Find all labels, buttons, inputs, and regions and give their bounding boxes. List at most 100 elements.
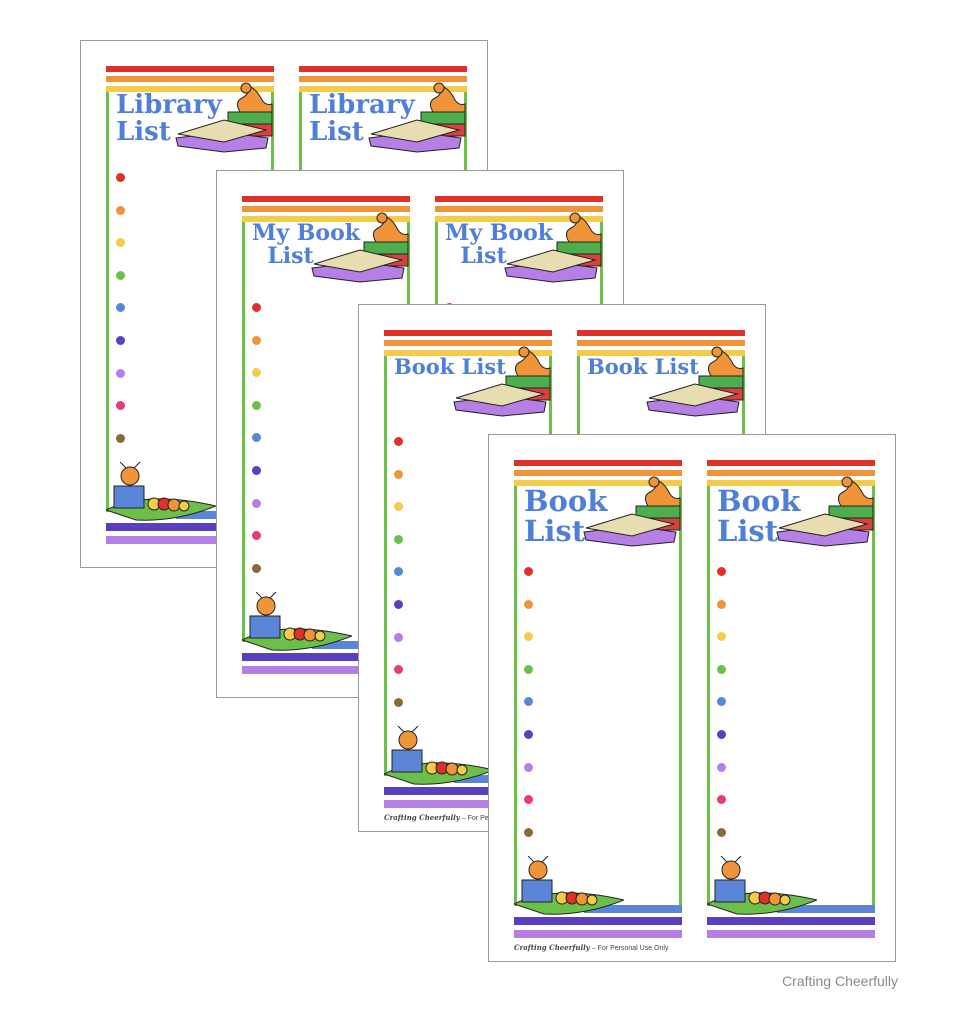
list-bullet (524, 730, 533, 739)
stripe-red (435, 196, 603, 202)
list-bullet (717, 599, 726, 609)
stripe-lavender (384, 800, 552, 808)
list-bullet (116, 433, 125, 443)
list-bullet (116, 205, 125, 215)
bookmark: Book List (512, 460, 682, 938)
list-bullet (524, 827, 533, 837)
stripe-indigo (384, 787, 552, 795)
bookmark: Library List (104, 66, 274, 544)
stripe-yellow (577, 350, 745, 356)
stripe-orange (299, 76, 467, 82)
border-left (707, 486, 710, 906)
list-bullet (252, 368, 261, 378)
list-bullet (524, 664, 533, 674)
stripe-red (242, 196, 410, 202)
list-bullet (717, 567, 726, 576)
footer-brand: Crafting Cheerfully (384, 813, 460, 822)
list-bullet (717, 697, 726, 707)
list-bullet (524, 632, 533, 642)
stripe-blue (777, 905, 875, 913)
bookmark-title: Book List (587, 354, 699, 379)
book-stack-icon (310, 206, 410, 289)
bookworm-reading-icon (240, 591, 354, 657)
footer: Crafting Cheerfully – For Personal L (384, 813, 514, 822)
list-bullet (252, 433, 261, 443)
border-left (242, 222, 245, 642)
list-bullet (717, 762, 726, 772)
watermark: Crafting Cheerfully (782, 973, 898, 989)
list-bullet (252, 335, 261, 345)
stripe-yellow (707, 480, 875, 486)
list-bullet (717, 795, 726, 805)
list-bullet (252, 563, 261, 573)
book-stack-icon (367, 76, 467, 159)
bookworm-reading-icon (104, 461, 218, 527)
stripe-yellow (242, 216, 410, 222)
list-bullet (116, 368, 125, 378)
stripe-blue (584, 905, 682, 913)
stripe-lavender (707, 930, 875, 938)
footer-text: – For Personal L (459, 815, 514, 822)
border-left (384, 356, 387, 776)
bookmark-title: Book List (394, 354, 506, 379)
stripe-indigo (707, 917, 875, 925)
list-bullet (252, 303, 261, 312)
list-bullet (116, 303, 125, 313)
list-bullet (717, 632, 726, 642)
list-bullet (394, 665, 403, 675)
list-bullet (394, 600, 403, 609)
stripe-yellow (384, 350, 552, 356)
list-bullet (252, 400, 261, 410)
bookmark-title: Library List (309, 90, 415, 148)
stripe-orange (514, 470, 682, 476)
book-stack-icon (775, 470, 875, 553)
bookmark-title: Library List (116, 90, 222, 148)
footer-text: – For Personal Use Only (589, 945, 669, 952)
list-bullet (394, 502, 403, 512)
stripe-yellow (435, 216, 603, 222)
stripe-indigo (514, 917, 682, 925)
list-bullet (524, 567, 533, 576)
stripe-orange (242, 206, 410, 212)
list-bullet (252, 498, 261, 508)
stripe-orange (435, 206, 603, 212)
bookworm-reading-icon (382, 725, 496, 791)
list-bullet (524, 762, 533, 772)
list-bullet (717, 827, 726, 837)
stripe-red (514, 460, 682, 466)
list-bullet (717, 730, 726, 739)
bookworm-reading-icon (512, 855, 626, 921)
list-bullet (524, 599, 533, 609)
stripe-red (106, 66, 274, 72)
bookmark-title: Book List (717, 484, 801, 549)
bookworm-reading-icon (705, 855, 819, 921)
list-bullet (252, 531, 261, 541)
list-bullet (116, 401, 125, 411)
stripe-red (299, 66, 467, 72)
bookmark-title: My Book List (445, 220, 553, 270)
list-bullet (116, 238, 125, 248)
book-stack-icon (452, 340, 552, 423)
list-bullet (394, 534, 403, 544)
book-stack-icon (582, 470, 682, 553)
stripe-red (707, 460, 875, 466)
stripe-orange (106, 76, 274, 82)
list-bullet (394, 437, 403, 446)
border-right (872, 486, 875, 906)
book-stack-icon (503, 206, 603, 289)
bookmark-page: Book List Book List Crafting Cheerfully … (488, 434, 896, 962)
bookmark-title: Book List (524, 484, 608, 549)
stripe-orange (707, 470, 875, 476)
list-bullet (394, 567, 403, 577)
list-bullet (717, 664, 726, 674)
footer-brand: Crafting Cheerfully (514, 943, 590, 952)
stripe-red (384, 330, 552, 336)
stripe-lavender (514, 930, 682, 938)
stripe-yellow (299, 86, 467, 92)
list-bullet (524, 795, 533, 805)
list-bullet (116, 173, 125, 182)
list-bullet (524, 697, 533, 707)
stripe-yellow (514, 480, 682, 486)
bookmark-title: My Book List (252, 220, 360, 270)
stripe-red (577, 330, 745, 336)
